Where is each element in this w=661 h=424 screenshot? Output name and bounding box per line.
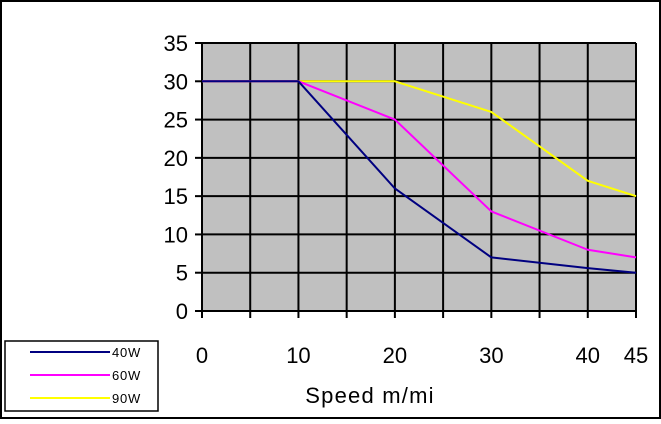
- axes: [195, 42, 637, 318]
- y-tick-label: 20: [164, 146, 188, 171]
- x-axis-label: Speed m/mi: [305, 383, 434, 408]
- y-tick-labels: 0 5 10 15 20 25 30 35: [164, 31, 188, 324]
- y-tick-label: 15: [164, 184, 188, 209]
- x-tick-label: 30: [479, 343, 503, 368]
- y-tick-label: 0: [176, 299, 188, 324]
- series-lines: [202, 80, 637, 274]
- y-tick-label: 25: [164, 108, 188, 133]
- y-tick-label: 5: [176, 261, 188, 286]
- y-tick-label: 10: [164, 222, 188, 247]
- y-tick-label: 30: [164, 69, 188, 94]
- legend-label-90w: 90W: [112, 391, 141, 406]
- legend-label-60w: 60W: [112, 368, 141, 383]
- x-tick-label: 0: [196, 343, 208, 368]
- y-tick-label: 35: [164, 31, 188, 56]
- x-tick-label: 45: [624, 343, 648, 368]
- legend-label-40w: 40W: [112, 345, 141, 360]
- series-line-40w: [202, 80, 637, 274]
- x-tick-labels: 0 10 20 30 40 45: [196, 343, 648, 368]
- x-tick-label: 40: [576, 343, 600, 368]
- plot-area: [202, 43, 636, 311]
- x-tick-label: 10: [286, 343, 310, 368]
- legend: 40W 60W 90W: [4, 340, 159, 412]
- x-tick-label: 20: [383, 343, 407, 368]
